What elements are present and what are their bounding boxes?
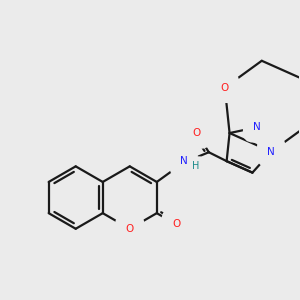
Text: O: O	[193, 128, 201, 138]
Text: N: N	[253, 122, 261, 132]
Text: N: N	[180, 156, 188, 166]
Text: O: O	[221, 82, 229, 93]
Text: O: O	[126, 224, 134, 234]
Text: O: O	[172, 219, 180, 229]
Text: H: H	[192, 161, 199, 171]
Text: N: N	[267, 147, 275, 157]
